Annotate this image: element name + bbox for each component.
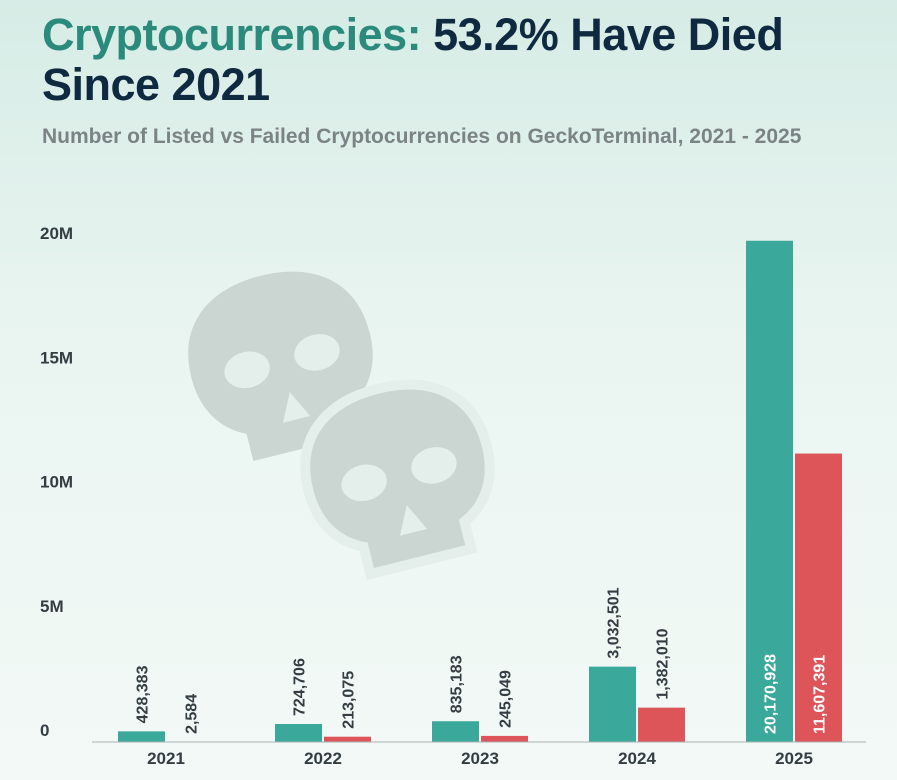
data-label-listed-2023: 835,183 (449, 655, 466, 713)
data-label-failed-2024: 1,382,010 (655, 628, 672, 699)
bar-listed-2025 (746, 240, 793, 742)
data-label-listed-2022: 724,706 (292, 658, 309, 716)
title-rest: 53.2% Have Died Since 2021 (42, 9, 784, 110)
data-labels: 428,383 2,584 724,706 213,075 835,183 245,049… (135, 587, 829, 734)
bar-failed-2022 (324, 736, 371, 742)
data-label-failed-2025: 11,607,391 (812, 655, 829, 734)
skull-icon (300, 379, 495, 581)
x-axis: 2021 2022 2023 2024 2025 (147, 749, 813, 768)
bar-listed-2023 (432, 721, 479, 742)
bar-listed-2021 (118, 731, 165, 742)
x-tick-label: 2022 (304, 749, 342, 768)
title-accent: Cryptocurrencies: (42, 9, 422, 60)
x-tick-label: 2021 (147, 749, 185, 768)
bar-failed-2025 (795, 453, 842, 742)
y-tick-label: 0 (40, 721, 49, 740)
bars (118, 240, 842, 742)
skull-watermark (188, 271, 495, 581)
chart-subtitle: Number of Listed vs Failed Cryptocurrenc… (42, 125, 802, 148)
bar-listed-2022 (275, 723, 322, 742)
bar-listed-2024 (589, 666, 636, 742)
x-tick-label: 2023 (461, 749, 499, 768)
chart-title: Cryptocurrencies: 53.2% Have Died Since … (42, 10, 882, 110)
bar-failed-2024 (638, 707, 685, 742)
data-label-failed-2023: 245,049 (498, 670, 515, 728)
data-label-listed-2025: 20,170,928 (763, 654, 780, 734)
data-label-listed-2024: 3,032,501 (606, 587, 623, 658)
y-tick-label: 10M (40, 473, 73, 492)
data-label-listed-2021: 428,383 (135, 665, 152, 723)
y-tick-label: 5M (40, 597, 64, 616)
y-axis: 0 5M 10M 15M 20M (40, 224, 73, 740)
y-tick-label: 15M (40, 348, 73, 367)
bar-failed-2023 (481, 735, 528, 742)
y-tick-label: 20M (40, 224, 73, 243)
data-label-failed-2022: 213,075 (341, 671, 358, 729)
data-label-failed-2021: 2,584 (184, 694, 201, 734)
x-tick-label: 2025 (775, 749, 813, 768)
x-tick-label: 2024 (618, 749, 656, 768)
